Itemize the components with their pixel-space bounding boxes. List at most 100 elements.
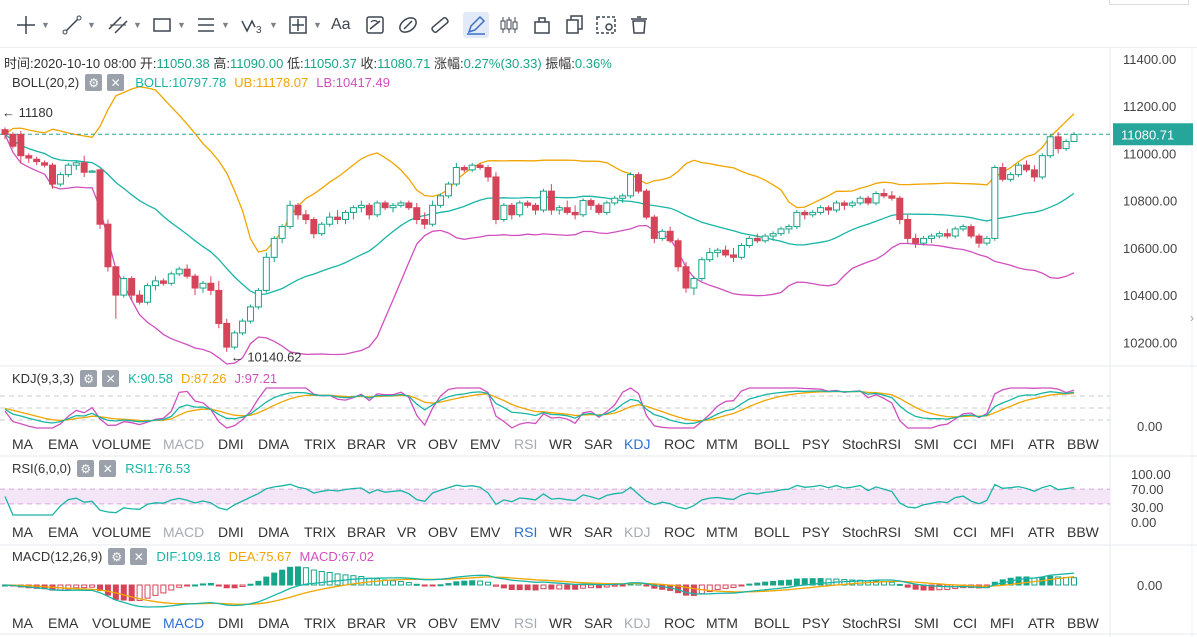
tab-cci[interactable]: CCI [953,436,978,452]
tab-emv[interactable]: EMV [470,615,501,631]
tab-smi[interactable]: SMI [914,436,939,452]
rsi-settings-icon[interactable]: ⚙ [77,460,95,477]
tab-trix[interactable]: TRIX [304,436,336,452]
tab-bbw[interactable]: BBW [1067,436,1099,452]
text-tool[interactable]: Aa [331,12,351,38]
rectangle-tool[interactable]: ▼ [150,12,186,38]
tab-boll[interactable]: BOLL [754,436,790,452]
tab-atr[interactable]: ATR [1028,524,1055,540]
tab-stochrsi[interactable]: StochRSI [842,436,902,452]
tab-boll[interactable]: BOLL [754,524,790,540]
line-tool[interactable]: ▼ [60,12,96,38]
macd-settings-icon[interactable]: ⚙ [108,548,126,565]
tab-emv[interactable]: EMV [470,436,501,452]
tab-rsi[interactable]: RSI [514,524,538,540]
tab-mfi[interactable]: MFI [990,436,1015,452]
tab-roc[interactable]: ROC [664,436,696,452]
tab-sar[interactable]: SAR [584,615,613,631]
tab-bbw[interactable]: BBW [1067,615,1099,631]
tab-volume[interactable]: VOLUME [92,436,152,452]
tab-mfi[interactable]: MFI [990,524,1015,540]
tab-smi[interactable]: SMI [914,615,939,631]
tab-vr[interactable]: VR [397,615,417,631]
tab-mfi[interactable]: MFI [990,615,1015,631]
tab-dma[interactable]: DMA [258,615,290,631]
channel-tool[interactable]: ▼ [106,12,142,38]
lock-tool[interactable] [396,12,420,38]
tab-wr[interactable]: WR [549,615,573,631]
tab-cci[interactable]: CCI [953,615,978,631]
magnet-tool[interactable] [363,12,387,38]
tab-mtm[interactable]: MTM [706,524,738,540]
tab-obv[interactable]: OBV [428,615,458,631]
tab-rsi[interactable]: RSI [514,436,538,452]
crosshair-tool[interactable]: ▼ [14,12,50,38]
tab-dmi[interactable]: DMI [218,615,244,631]
tab-brar[interactable]: BRAR [347,524,386,540]
measure-tool[interactable]: ▼ [286,12,322,38]
tab-kdj[interactable]: KDJ [624,615,651,631]
kdj-settings-icon[interactable]: ⚙ [80,370,98,387]
tab-wr[interactable]: WR [549,436,573,452]
tab-sar[interactable]: SAR [584,524,613,540]
tab-emv[interactable]: EMV [470,524,501,540]
tab-mtm[interactable]: MTM [706,615,738,631]
copy-tool[interactable] [562,12,586,38]
tab-ema[interactable]: EMA [48,436,79,452]
boll-close-icon[interactable]: ✕ [107,74,125,91]
tab-brar[interactable]: BRAR [347,615,386,631]
save-tool[interactable] [530,12,554,38]
boll-settings-icon[interactable]: ⚙ [85,74,103,91]
tab-obv[interactable]: OBV [428,436,458,452]
tab-volume[interactable]: VOLUME [92,615,152,631]
tab-obv[interactable]: OBV [428,524,458,540]
tab-ma[interactable]: MA [12,436,33,452]
delete-tool[interactable] [627,12,651,38]
tab-ema[interactable]: EMA [48,615,79,631]
tab-macd[interactable]: MACD [163,524,205,540]
tab-macd[interactable]: MACD [163,436,205,452]
candle-tool[interactable] [497,12,521,38]
tab-sar[interactable]: SAR [584,436,613,452]
tab-dma[interactable]: DMA [258,436,290,452]
tab-cci[interactable]: CCI [953,524,978,540]
tab-macd[interactable]: MACD [163,615,205,631]
tab-kdj[interactable]: KDJ [624,436,651,452]
tab-rsi[interactable]: RSI [514,615,538,631]
tab-psy[interactable]: PSY [802,615,831,631]
pen-tool[interactable] [463,12,489,38]
tab-bbw[interactable]: BBW [1067,524,1099,540]
kdj-close-icon[interactable]: ✕ [102,370,120,387]
tab-smi[interactable]: SMI [914,524,939,540]
macd-close-icon[interactable]: ✕ [130,548,148,565]
tab-atr[interactable]: ATR [1028,615,1055,631]
tab-boll[interactable]: BOLL [754,615,790,631]
tab-dmi[interactable]: DMI [218,436,244,452]
tab-stochrsi[interactable]: StochRSI [842,524,902,540]
tab-trix[interactable]: TRIX [304,524,336,540]
fib-tool[interactable]: ▼ [194,12,230,38]
tab-ma[interactable]: MA [12,524,33,540]
tab-kdj[interactable]: KDJ [624,524,651,540]
tab-ma[interactable]: MA [12,615,33,631]
tab-roc[interactable]: ROC [664,524,696,540]
tab-roc[interactable]: ROC [664,615,696,631]
wave-tool[interactable]: 3 ▼ [240,12,278,38]
settings-tool[interactable] [594,12,618,38]
tab-mtm[interactable]: MTM [706,436,738,452]
rsi-close-icon[interactable]: ✕ [99,460,117,477]
tab-vr[interactable]: VR [397,524,417,540]
tab-volume[interactable]: VOLUME [92,524,152,540]
tab-dmi[interactable]: DMI [218,524,244,540]
tab-atr[interactable]: ATR [1028,436,1055,452]
tab-ema[interactable]: EMA [48,524,79,540]
tab-vr[interactable]: VR [397,436,417,452]
tab-dma[interactable]: DMA [258,524,290,540]
tab-wr[interactable]: WR [549,524,573,540]
tab-psy[interactable]: PSY [802,524,831,540]
tab-trix[interactable]: TRIX [304,615,336,631]
tab-stochrsi[interactable]: StochRSI [842,615,902,631]
tab-brar[interactable]: BRAR [347,436,386,452]
tab-psy[interactable]: PSY [802,436,831,452]
ruler-tool[interactable] [428,12,452,38]
